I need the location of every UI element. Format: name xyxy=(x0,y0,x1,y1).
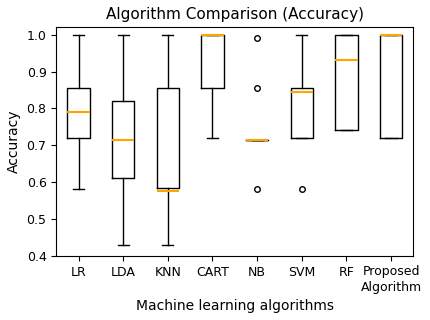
Title: Algorithm Comparison (Accuracy): Algorithm Comparison (Accuracy) xyxy=(106,7,364,22)
X-axis label: Machine learning algorithms: Machine learning algorithms xyxy=(136,299,334,313)
Y-axis label: Accuracy: Accuracy xyxy=(7,110,21,173)
